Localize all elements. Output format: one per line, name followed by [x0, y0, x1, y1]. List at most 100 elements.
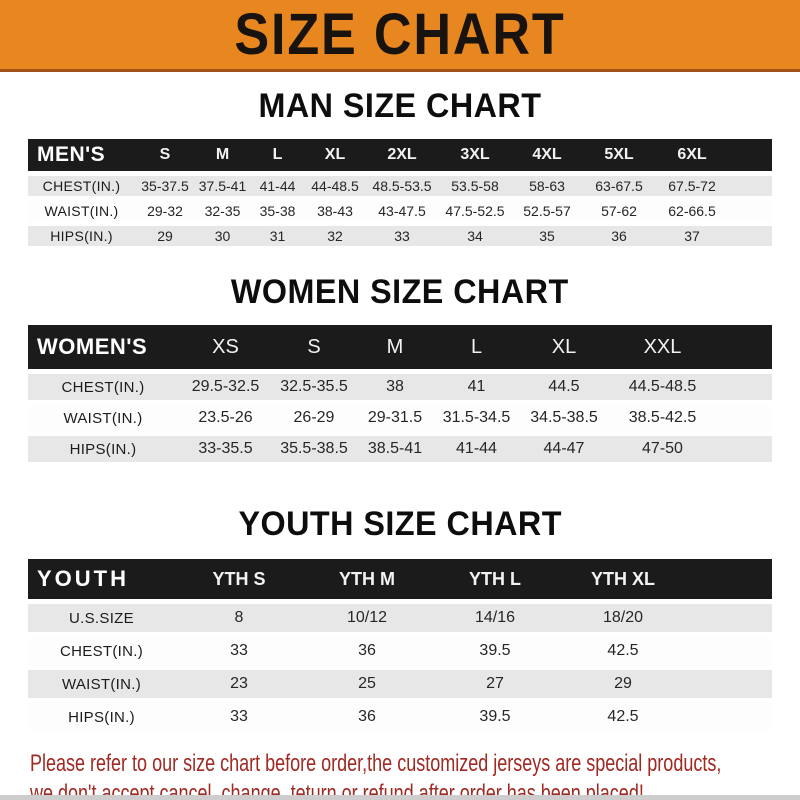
bottom-strip — [0, 795, 800, 800]
size-value-cell: 35-38 — [259, 203, 296, 219]
measurement-row: CHEST(IN.) 33 36 39.5 42.5 — [28, 637, 772, 665]
charts-container: MAN SIZE CHART MEN'S S M L XL 2XL 3XL 4XL 5XL 6XL… — [0, 89, 800, 736]
size-value-cell: 37.5-41 — [198, 178, 247, 194]
size-value-cell: 57-62 — [601, 203, 637, 219]
size-value-cell: 33 — [230, 708, 248, 725]
size-column-header: XL — [324, 146, 346, 163]
size-value-cell: 31 — [269, 228, 286, 244]
size-value-cell: 38 — [386, 378, 404, 395]
size-value-cell: 34 — [467, 228, 483, 244]
row-label: WAIST(IN.) — [63, 409, 143, 427]
measurement-row: WAIST(IN.) 29-32 32-35 35-38 38-43 43-47.5 47.… — [28, 201, 772, 221]
filler-cell — [729, 226, 772, 246]
filler-cell — [687, 670, 772, 698]
filler-cell — [687, 559, 772, 599]
size-value-cell: 52.5-57 — [523, 203, 571, 219]
measurement-row: HIPS(IN.) 33-35.5 35.5-38.5 38.5-41 41-44 44-… — [28, 436, 772, 462]
size-value-cell: 18/20 — [602, 609, 644, 626]
size-value-cell: 23.5-26 — [198, 409, 253, 426]
table-header-label: MEN'S — [37, 143, 106, 166]
table-header-row: YOUTH YTH S YTH M YTH L YTH XL — [28, 559, 772, 599]
men-size-table: MEN'S S M L XL 2XL 3XL 4XL 5XL 6XL CHEST(IN.) 35-37… — [28, 134, 772, 251]
row-label: CHEST(IN.) — [61, 378, 145, 396]
size-value-cell: 14/16 — [474, 609, 516, 626]
filler-cell — [715, 325, 772, 369]
size-value-cell: 8 — [234, 609, 244, 626]
size-value-cell: 41-44 — [456, 440, 497, 457]
size-column-header: YTH XL — [590, 568, 655, 589]
size-column-header: 2XL — [387, 146, 417, 163]
table-header-label: YOUTH — [37, 566, 129, 591]
size-value-cell: 35 — [539, 228, 555, 244]
size-column-header: M — [386, 335, 404, 358]
filler-cell — [729, 139, 772, 171]
size-column-header: XL — [551, 335, 577, 358]
size-value-cell: 35-37.5 — [141, 178, 189, 194]
size-column-header: 6XL — [677, 146, 707, 163]
size-value-cell: 25 — [358, 675, 376, 692]
size-value-cell: 33-35.5 — [198, 440, 253, 457]
table-header-row: MEN'S S M L XL 2XL 3XL 4XL 5XL 6XL — [28, 139, 772, 171]
size-column-header: S — [159, 146, 171, 163]
size-value-cell: 29 — [614, 675, 632, 692]
size-value-cell: 32.5-35.5 — [280, 378, 348, 395]
table-header-row: WOMEN'S XS S M L XL XXL — [28, 325, 772, 369]
size-value-cell: 39.5 — [479, 708, 511, 725]
size-value-cell: 36 — [358, 642, 376, 659]
measurement-row: WAIST(IN.) 23 25 27 29 — [28, 670, 772, 698]
footer-line-1: Please refer to our size chart before or… — [30, 750, 722, 777]
size-value-cell: 34.5-38.5 — [530, 409, 598, 426]
measurement-row: HIPS(IN.) 29 30 31 32 33 34 35 36 37 — [28, 226, 772, 246]
size-value-cell: 58-63 — [529, 178, 565, 194]
size-value-cell: 41-44 — [259, 178, 296, 194]
size-value-cell: 44-47 — [543, 440, 585, 457]
size-value-cell: 10/12 — [346, 609, 388, 626]
filler-cell — [729, 201, 772, 221]
measurement-row: CHEST(IN.) 35-37.5 37.5-41 41-44 44-48.5 48.5… — [28, 176, 772, 196]
size-value-cell: 48.5-53.5 — [372, 178, 432, 194]
size-column-header: L — [470, 335, 483, 358]
size-column-header: L — [272, 146, 283, 163]
size-value-cell: 62-66.5 — [668, 203, 716, 219]
youth-size-table: YOUTH YTH S YTH M YTH L YTH XL U.S.SIZE 8 10/12… — [28, 554, 772, 736]
filler-cell — [715, 405, 772, 431]
size-value-cell: 43-47.5 — [378, 203, 426, 219]
row-label: U.S.SIZE — [69, 609, 134, 627]
size-value-cell: 31.5-34.5 — [442, 409, 511, 426]
measurement-row: WAIST(IN.) 23.5-26 26-29 29-31.5 31.5-34.5 34… — [28, 405, 772, 431]
size-column-header: XXL — [643, 335, 682, 358]
size-value-cell: 35.5-38.5 — [280, 440, 348, 457]
size-value-cell: 29-31.5 — [367, 409, 423, 426]
size-column-header: XS — [212, 335, 239, 358]
size-column-header: 5XL — [604, 146, 634, 163]
size-value-cell: 33 — [394, 228, 410, 244]
footer-note: Please refer to our size chart before or… — [0, 749, 800, 800]
size-value-cell: 37 — [684, 228, 700, 244]
size-value-cell: 38.5-41 — [367, 440, 423, 457]
size-value-cell: 53.5-58 — [451, 178, 499, 194]
size-value-cell: 47-50 — [642, 440, 683, 457]
size-column-header: YTH S — [212, 568, 266, 589]
size-value-cell: 42.5 — [607, 708, 639, 725]
section-title: MAN SIZE CHART — [258, 87, 542, 125]
women-size-table: WOMEN'S XS S M L XL XXL CHEST(IN.) 29.5-32.5 32.5… — [28, 320, 772, 467]
size-value-cell: 29 — [157, 228, 173, 244]
row-label: HIPS(IN.) — [68, 708, 135, 726]
size-value-cell: 67.5-72 — [668, 178, 716, 194]
size-value-cell: 29-32 — [147, 203, 183, 219]
size-value-cell: 36 — [611, 228, 627, 244]
size-value-cell: 42.5 — [607, 642, 639, 659]
row-label: CHEST(IN.) — [42, 178, 121, 194]
size-column-header: YTH L — [469, 568, 521, 589]
size-value-cell: 44.5-48.5 — [628, 378, 697, 395]
size-value-cell: 32-35 — [204, 203, 241, 219]
section-title: WOMEN SIZE CHART — [231, 273, 569, 311]
size-value-cell: 26-29 — [293, 409, 335, 426]
size-value-cell: 38.5-42.5 — [628, 409, 697, 426]
size-value-cell: 23 — [230, 675, 248, 692]
filler-cell — [715, 374, 772, 400]
row-label: HIPS(IN.) — [50, 228, 113, 244]
section-title: YOUTH SIZE CHART — [238, 505, 562, 543]
size-value-cell: 44.5 — [548, 378, 580, 395]
